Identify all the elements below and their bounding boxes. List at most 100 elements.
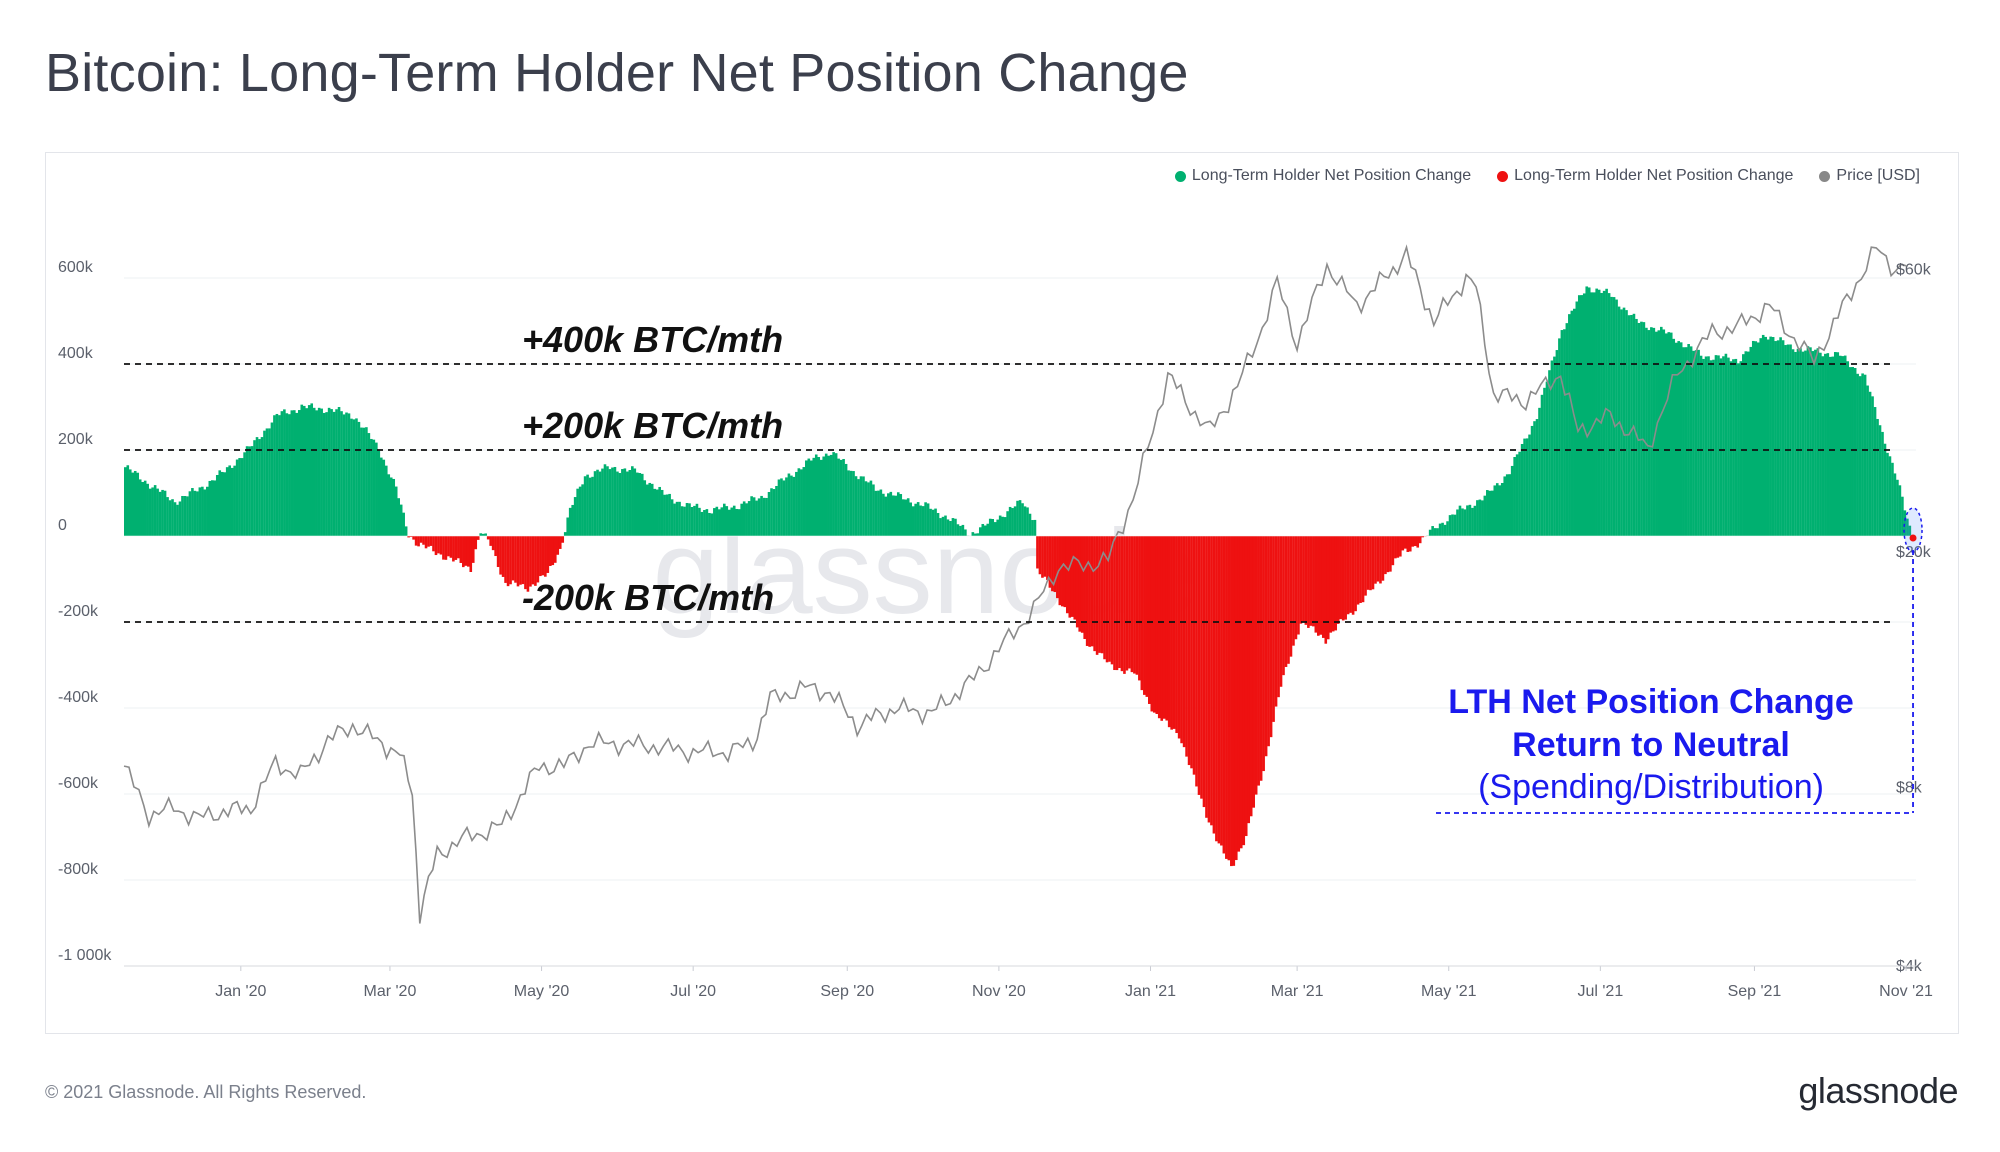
bar-positive bbox=[857, 479, 860, 536]
bar-positive bbox=[1746, 351, 1750, 536]
bar-negative bbox=[1061, 536, 1064, 607]
bar-negative bbox=[1182, 536, 1186, 748]
x-tick-label-5: Nov '20 bbox=[972, 983, 1026, 1000]
bar-negative bbox=[1140, 536, 1144, 691]
bar-negative bbox=[471, 536, 475, 563]
bar-positive bbox=[1652, 327, 1656, 536]
bar-positive bbox=[372, 439, 376, 536]
bar-positive bbox=[479, 533, 483, 536]
bar-positive bbox=[1003, 517, 1007, 536]
bar-positive bbox=[355, 418, 358, 536]
bar-positive bbox=[1702, 358, 1705, 536]
bar-positive bbox=[1893, 473, 1897, 536]
bar-positive bbox=[305, 408, 309, 536]
bar-positive bbox=[1816, 348, 1820, 536]
copyright-notice: © 2021 Glassnode. All Rights Reserved. bbox=[45, 1082, 367, 1102]
bar-negative bbox=[427, 536, 430, 547]
price-line bbox=[123, 244, 1907, 924]
bar-positive bbox=[1863, 374, 1867, 536]
legend-item-positive[interactable]: Long-Term Holder Net Position Change bbox=[1174, 167, 1471, 185]
bar-positive bbox=[1684, 347, 1688, 536]
bar-positive bbox=[1866, 385, 1869, 536]
bar-positive bbox=[715, 506, 719, 536]
bar-negative bbox=[1108, 536, 1111, 662]
bar-negative bbox=[1138, 536, 1141, 681]
price-tick-label-0: $60k bbox=[1896, 261, 1932, 278]
bar-positive bbox=[370, 438, 373, 536]
bar-positive bbox=[1878, 425, 1882, 536]
bar-positive bbox=[765, 497, 768, 536]
bar-positive bbox=[1769, 336, 1772, 536]
legend-item-negative[interactable]: Long-Term Holder Net Position Change bbox=[1497, 167, 1793, 185]
bar-negative bbox=[1200, 536, 1203, 799]
bar-negative bbox=[459, 536, 463, 563]
bar-negative bbox=[1341, 536, 1345, 621]
bar-negative bbox=[553, 536, 557, 563]
bar-negative bbox=[1351, 536, 1355, 615]
bar-positive bbox=[389, 477, 393, 536]
bar-positive bbox=[394, 486, 398, 536]
bar-positive bbox=[981, 523, 985, 536]
x-tick-label-1: Mar '20 bbox=[364, 983, 417, 1000]
bar-negative bbox=[1128, 536, 1131, 669]
bar-positive bbox=[206, 486, 209, 536]
bar-negative bbox=[1326, 536, 1330, 640]
bar-positive bbox=[939, 518, 942, 536]
bar-positive bbox=[1573, 308, 1576, 536]
bar-positive bbox=[1520, 443, 1524, 536]
bar-positive bbox=[581, 484, 584, 536]
bar-negative bbox=[457, 536, 460, 559]
bar-negative bbox=[414, 536, 418, 546]
bar-positive bbox=[1483, 495, 1487, 536]
bar-positive bbox=[1687, 344, 1690, 536]
bar-negative bbox=[1264, 536, 1268, 757]
bar-negative bbox=[1242, 536, 1246, 846]
bar-positive bbox=[1901, 496, 1904, 536]
bar-positive bbox=[1707, 356, 1710, 536]
bar-positive bbox=[1858, 376, 1862, 536]
bar-positive bbox=[1018, 500, 1022, 536]
bar-positive bbox=[884, 496, 888, 536]
legend-item-price[interactable]: Price [USD] bbox=[1819, 167, 1920, 185]
bar-negative bbox=[489, 536, 492, 546]
bar-negative bbox=[1356, 536, 1360, 605]
bar-positive bbox=[735, 508, 739, 536]
bar-positive bbox=[1466, 505, 1469, 536]
bar-positive bbox=[1871, 396, 1874, 536]
bar-positive bbox=[1590, 292, 1594, 536]
bar-positive bbox=[1682, 347, 1685, 536]
bar-positive bbox=[1851, 367, 1854, 536]
bar-positive bbox=[1647, 330, 1651, 536]
bar-negative bbox=[501, 536, 505, 577]
bar-negative bbox=[1324, 536, 1328, 644]
bar-negative bbox=[539, 536, 542, 577]
bar-positive bbox=[1704, 356, 1708, 536]
bar-negative bbox=[1207, 536, 1211, 823]
bar-positive bbox=[156, 488, 159, 536]
bar-positive bbox=[653, 488, 656, 536]
bar-positive bbox=[859, 476, 863, 536]
bar-positive bbox=[946, 519, 950, 536]
brand-logo[interactable]: glassnode bbox=[1798, 1070, 1958, 1111]
bar-positive bbox=[1677, 341, 1680, 536]
bar-negative bbox=[506, 536, 510, 587]
bar-negative bbox=[1130, 536, 1134, 673]
bar-negative bbox=[1080, 536, 1084, 633]
bar-negative bbox=[1051, 536, 1054, 592]
bar-negative bbox=[424, 536, 428, 549]
bar-negative bbox=[1160, 536, 1164, 721]
bar-positive bbox=[725, 506, 729, 536]
bar-positive bbox=[402, 512, 405, 536]
bar-positive bbox=[1824, 353, 1827, 536]
bar-positive bbox=[322, 412, 326, 536]
bar-positive bbox=[1620, 309, 1623, 536]
bar-positive bbox=[1717, 355, 1720, 536]
bar-negative bbox=[1239, 536, 1243, 849]
y-tick-label-2: 200k bbox=[58, 431, 94, 448]
x-tick-label-10: Sep '21 bbox=[1728, 983, 1782, 1000]
bar-positive bbox=[345, 412, 348, 536]
threshold-label-0: +400k BTC/mth bbox=[522, 319, 783, 360]
bar-negative bbox=[1085, 536, 1089, 646]
bar-positive bbox=[1876, 418, 1879, 536]
bar-positive bbox=[936, 513, 940, 536]
